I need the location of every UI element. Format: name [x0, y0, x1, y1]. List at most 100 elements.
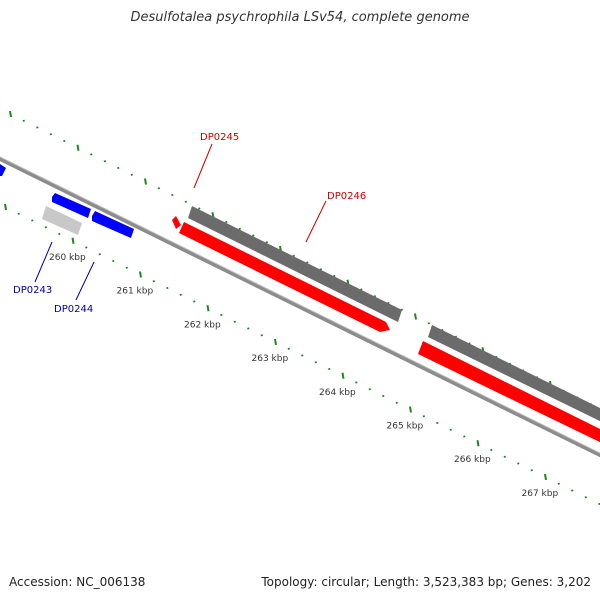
- minor-tick: [265, 241, 269, 244]
- minor-tick: [130, 173, 134, 176]
- minor-tick: [85, 246, 88, 249]
- major-tick: [544, 473, 547, 481]
- major-tick: [144, 178, 147, 185]
- leader-line-dp0243: [34, 241, 53, 283]
- minor-tick: [152, 280, 156, 283]
- minor-tick: [252, 234, 255, 237]
- minor-tick: [571, 489, 574, 492]
- accession-text: Accession: NC_006138: [9, 575, 146, 589]
- minor-tick: [530, 469, 534, 472]
- gene-label-dp0243[interactable]: DP0243: [13, 285, 52, 296]
- ruler-label: 262 kbp: [184, 320, 221, 330]
- minor-tick: [63, 139, 66, 143]
- ruler-label: 263 kbp: [252, 354, 289, 364]
- minor-tick: [333, 274, 336, 278]
- major-tick: [139, 271, 142, 278]
- minor-tick: [306, 261, 309, 264]
- cds-track-segment[interactable]: [428, 325, 600, 426]
- minor-tick: [584, 496, 588, 499]
- minor-tick: [287, 347, 291, 350]
- minor-tick: [198, 207, 201, 210]
- gene-label-dp0245[interactable]: DP0245: [200, 132, 239, 143]
- leader-line-dp0245: [193, 143, 213, 189]
- map-title: Desulfotalea psychrophila LSv54, complet…: [130, 10, 470, 25]
- minor-tick: [22, 119, 26, 122]
- pseudo-gene-box[interactable]: [42, 206, 82, 235]
- minor-tick: [463, 435, 466, 438]
- minor-tick: [233, 320, 237, 323]
- major-tick: [274, 338, 277, 346]
- major-tick: [414, 313, 417, 320]
- genome-backbone-highlight: [0, 156, 600, 454]
- major-tick: [71, 237, 75, 244]
- minor-tick: [503, 455, 507, 458]
- minor-tick: [427, 322, 431, 325]
- minor-tick: [171, 193, 174, 197]
- minor-tick: [436, 421, 439, 425]
- minor-tick: [166, 286, 169, 290]
- major-tick: [9, 110, 12, 118]
- ruler-label: 265 kbp: [387, 422, 424, 432]
- ruler-labels: 260 kbp 261 kbp 262 kbp 263 kbp 264 kbp 265 k…: [49, 253, 558, 499]
- gene-arrow-dp0243[interactable]: [52, 193, 91, 218]
- gene-arrow-dp0246[interactable]: [179, 222, 390, 332]
- gene-arrow-forward-next[interactable]: [418, 341, 600, 447]
- minor-tick: [44, 226, 48, 229]
- minor-tick: [112, 259, 115, 263]
- minor-tick: [98, 253, 102, 256]
- minor-tick: [225, 220, 228, 224]
- minor-tick: [179, 293, 183, 296]
- minor-tick: [17, 212, 21, 215]
- ruler-label: 260 kbp: [49, 253, 86, 263]
- major-tick: [476, 440, 480, 447]
- minor-tick: [400, 308, 404, 311]
- minor-tick: [292, 254, 296, 257]
- minor-tick: [517, 462, 520, 465]
- minor-tick: [220, 313, 223, 317]
- major-tick: [4, 203, 7, 211]
- minor-tick: [328, 367, 331, 371]
- ruler-label: 266 kbp: [454, 455, 491, 465]
- minor-tick: [49, 133, 53, 136]
- gene-label-dp0244[interactable]: DP0244: [54, 304, 93, 315]
- minor-tick: [103, 160, 107, 163]
- gene-arrow-reverse-edge[interactable]: [0, 164, 6, 176]
- minor-tick: [238, 227, 242, 230]
- ruler-label: 267 kbp: [522, 489, 559, 499]
- minor-tick: [247, 327, 250, 330]
- gene-label-dp0246[interactable]: DP0246: [327, 191, 366, 202]
- inner-tick-ruler: [4, 203, 600, 506]
- minor-tick: [314, 361, 318, 364]
- minor-tick: [193, 300, 196, 303]
- minor-tick: [395, 401, 399, 404]
- minor-tick: [355, 381, 358, 384]
- cds-track-segment[interactable]: [188, 206, 402, 322]
- minor-tick: [31, 219, 34, 222]
- minor-tick: [368, 388, 372, 391]
- leader-line-dp0244: [75, 261, 95, 301]
- genome-stats-text: Topology: circular; Length: 3,523,383 bp…: [261, 575, 591, 589]
- minor-tick: [36, 126, 39, 129]
- minor-tick: [449, 428, 453, 431]
- minor-tick: [260, 334, 264, 337]
- ruler-label: 264 kbp: [319, 388, 356, 398]
- ruler-label: 261 kbp: [117, 287, 154, 297]
- minor-tick: [58, 232, 61, 236]
- minor-tick: [490, 448, 493, 452]
- minor-tick: [301, 354, 304, 357]
- genome-backbone: [0, 156, 600, 458]
- minor-tick: [90, 153, 93, 156]
- gene-arrow-dp0244[interactable]: [92, 211, 134, 238]
- minor-tick: [422, 415, 426, 418]
- minor-tick: [184, 200, 188, 203]
- minor-tick: [117, 166, 120, 170]
- major-tick: [409, 406, 412, 413]
- major-tick: [341, 372, 345, 379]
- minor-tick: [157, 187, 161, 190]
- minor-tick: [125, 266, 129, 269]
- gene-arrow-forward-small[interactable]: [172, 216, 181, 229]
- major-tick: [76, 144, 80, 151]
- leader-line-dp0246: [305, 200, 327, 243]
- minor-tick: [557, 482, 561, 485]
